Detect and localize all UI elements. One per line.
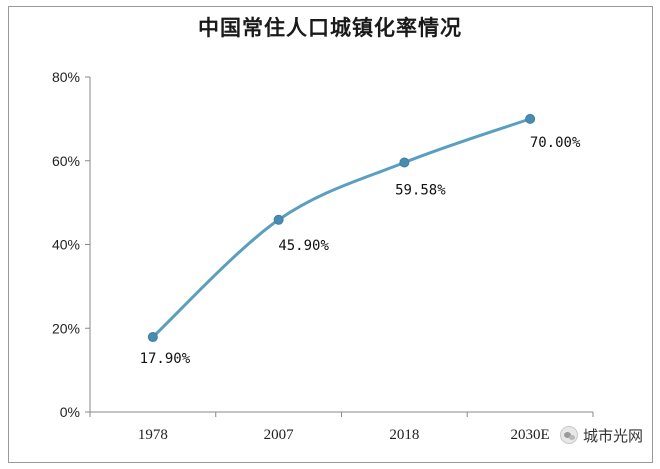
data-point bbox=[399, 157, 410, 168]
watermark: 城市光网 bbox=[556, 424, 648, 446]
watermark-text: 城市光网 bbox=[583, 426, 644, 445]
data-points bbox=[147, 113, 536, 343]
chart-frame bbox=[8, 6, 653, 463]
chart-title: 中国常住人口城镇化率情况 bbox=[198, 15, 462, 40]
x-tick-label: 2030E bbox=[511, 427, 550, 443]
x-tick-label: 1978 bbox=[138, 427, 168, 443]
data-label: 45.90% bbox=[278, 238, 329, 254]
x-tick-label: 2007 bbox=[264, 427, 295, 443]
data-label: 70.00% bbox=[530, 135, 581, 151]
data-label: 59.58% bbox=[395, 183, 446, 199]
y-tick-label: 60% bbox=[52, 153, 80, 169]
x-axis-ticks: 1978 2007 2018 2030E bbox=[89, 412, 594, 443]
y-tick-label: 20% bbox=[52, 320, 80, 336]
x-tick-label: 2018 bbox=[389, 427, 419, 443]
data-point bbox=[525, 113, 536, 124]
wechat-icon bbox=[560, 426, 578, 444]
y-tick-label: 0% bbox=[60, 404, 80, 420]
data-point bbox=[147, 332, 158, 343]
y-tick-label: 40% bbox=[52, 237, 80, 253]
data-point bbox=[273, 214, 284, 225]
series-line bbox=[151, 117, 531, 339]
data-label: 17.90% bbox=[140, 351, 191, 367]
data-labels: 17.90% 45.90% 59.58% 70.00% bbox=[140, 135, 581, 367]
y-axis-ticks: 0% 20% 40% 60% 80% bbox=[52, 69, 90, 420]
y-tick-label: 80% bbox=[52, 69, 80, 85]
